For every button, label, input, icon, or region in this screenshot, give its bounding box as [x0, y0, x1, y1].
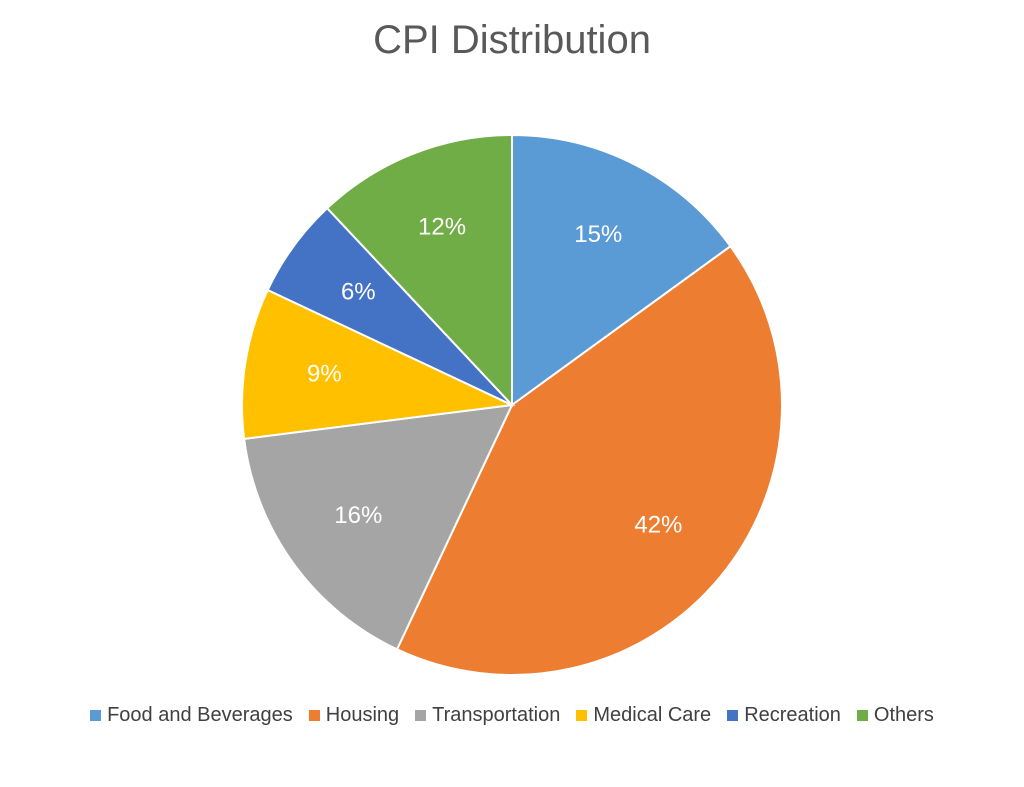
data-label-housing: 42% [634, 511, 682, 538]
legend-label: Medical Care [593, 704, 712, 726]
legend-item-housing: Housing [308, 704, 400, 727]
legend-swatch [415, 710, 427, 721]
legend-label: Food and Beverages [107, 704, 293, 726]
chart-legend: Food and Beverages Housing Transportation M… [0, 704, 1024, 727]
legend-item-transportation: Transportation [415, 704, 560, 727]
pie-slice-food-and-beverages [511, 133, 732, 407]
legend-item-food-and-beverages: Food and Beverages [90, 704, 293, 727]
legend-swatch [856, 710, 868, 721]
pie-slice-medical-care [241, 288, 516, 440]
data-label-others: 12% [418, 214, 466, 241]
legend-item-medical-care: Medical Care [576, 704, 711, 727]
data-label-recreation: 6% [341, 279, 376, 306]
legend-label: Recreation [744, 704, 841, 726]
legend-swatch [90, 710, 102, 721]
pie-slice-others [325, 133, 513, 408]
pie-slice-transportation [243, 403, 514, 651]
legend-swatch [308, 710, 320, 721]
pie-slice-housing [395, 244, 783, 676]
legend-label: Others [873, 704, 934, 726]
legend-label: Housing [325, 704, 400, 726]
legend-label: Transportation [432, 704, 561, 726]
legend-item-recreation: Recreation [727, 704, 841, 727]
pie-data-labels: 15% 42% 16% 9% 6% 12% [307, 214, 682, 539]
pie-slices [241, 133, 783, 676]
legend-swatch [727, 710, 739, 721]
data-label-transportation: 16% [334, 502, 382, 529]
data-label-medical-care: 9% [307, 361, 342, 388]
chart-title: CPI Distribution [373, 18, 651, 62]
data-label-food-and-beverages: 15% [574, 221, 622, 248]
legend-swatch [576, 710, 588, 721]
legend-item-others: Others [856, 704, 934, 727]
